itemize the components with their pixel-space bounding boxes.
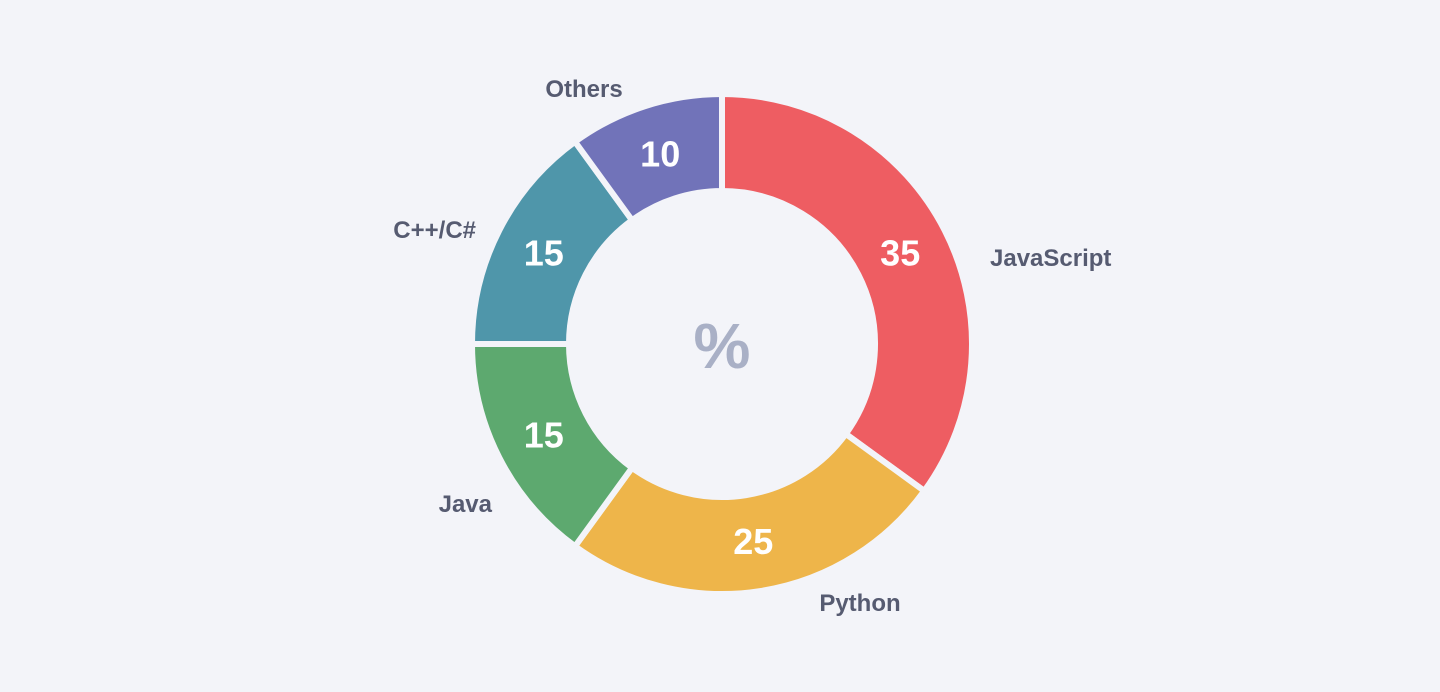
slice-label-java: Java [439,491,493,518]
donut-slice-javascript[interactable] [719,91,975,494]
slice-label-cpp-csharp: C++/C# [393,217,476,244]
slice-value-others: 10 [640,133,680,174]
slice-value-java: 15 [524,414,564,455]
slice-label-python: Python [819,590,900,617]
donut-slice-others[interactable] [572,91,725,224]
slice-label-others: Others [545,76,622,103]
slice-value-python: 25 [733,521,773,562]
slice-value-cpp-csharp: 15 [524,233,564,274]
slice-label-javascript: JavaScript [990,245,1111,272]
slice-value-javascript: 35 [880,233,920,274]
center-percent-symbol: % [694,310,751,382]
donut-slice-python[interactable] [572,430,928,597]
